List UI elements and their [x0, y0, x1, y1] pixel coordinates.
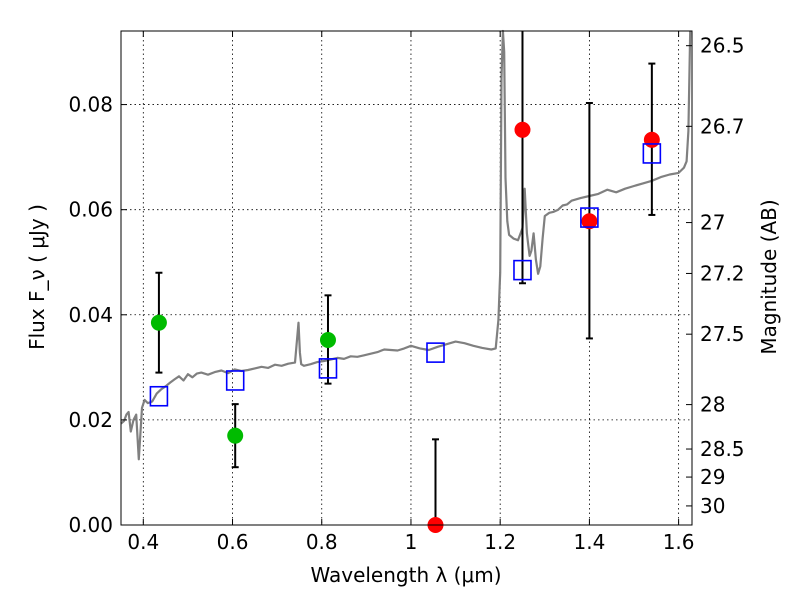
observed-flux-marker	[150, 314, 167, 331]
x-tick-label: 1.6	[663, 530, 695, 554]
model-square-marker	[225, 370, 245, 391]
photometry-markers	[149, 31, 662, 533]
right-tick-label: 28.5	[700, 437, 745, 461]
model-square-marker	[426, 342, 445, 363]
y-tick-label: 0.08	[68, 93, 113, 117]
model-spectrum-layer	[120, 29, 692, 461]
right-tick-label: 30	[700, 494, 725, 518]
model-square-marker	[318, 358, 338, 379]
right-tick-label: 27.5	[700, 322, 745, 346]
model-spectrum-line	[120, 29, 692, 461]
y-axis-label: Flux F_ν ( μJy )	[25, 204, 49, 350]
model-square-marker	[642, 143, 662, 164]
right-tick-label: 27.2	[700, 261, 745, 285]
right-tick-label: 29	[700, 465, 725, 489]
x-tick-label: 0.8	[306, 530, 338, 554]
y-tick-label: 0.06	[68, 198, 113, 222]
grid-lines	[121, 31, 692, 526]
observed-flux-marker	[581, 213, 598, 230]
observed-flux-marker	[643, 131, 660, 148]
y-tick-label: 0.02	[68, 408, 113, 432]
right-tick-label: 26.5	[700, 34, 745, 58]
x-axis-label: Wavelength λ (μm)	[310, 563, 501, 587]
x-tick-label: 0.4	[127, 530, 159, 554]
right-tick-label: 27	[700, 211, 725, 235]
axis-ticks: 0.4 0.6 0.8 1 1.2 1.4 1.6 0.00 0.02 0.04 0.06 0.08 2…	[68, 31, 745, 554]
model-square-marker	[149, 385, 169, 407]
observed-flux-marker	[514, 121, 531, 138]
x-tick-label: 1	[405, 530, 418, 554]
plot-frame	[120, 30, 693, 526]
model-square-marker	[513, 259, 532, 281]
right-tick-label: 26.7	[700, 114, 745, 138]
observed-flux-marker	[227, 427, 244, 444]
y-tick-label: 0.04	[68, 303, 113, 327]
x-tick-label: 1.2	[484, 530, 516, 554]
model-square-marker	[580, 207, 599, 228]
observed-flux-marker	[319, 332, 336, 349]
right-tick-label: 28	[700, 393, 725, 417]
y-tick-label: 0.00	[68, 513, 113, 537]
right-axis-label: Magnitude (AB)	[757, 199, 781, 354]
x-tick-label: 1.4	[573, 530, 605, 554]
x-tick-label: 0.6	[217, 530, 249, 554]
